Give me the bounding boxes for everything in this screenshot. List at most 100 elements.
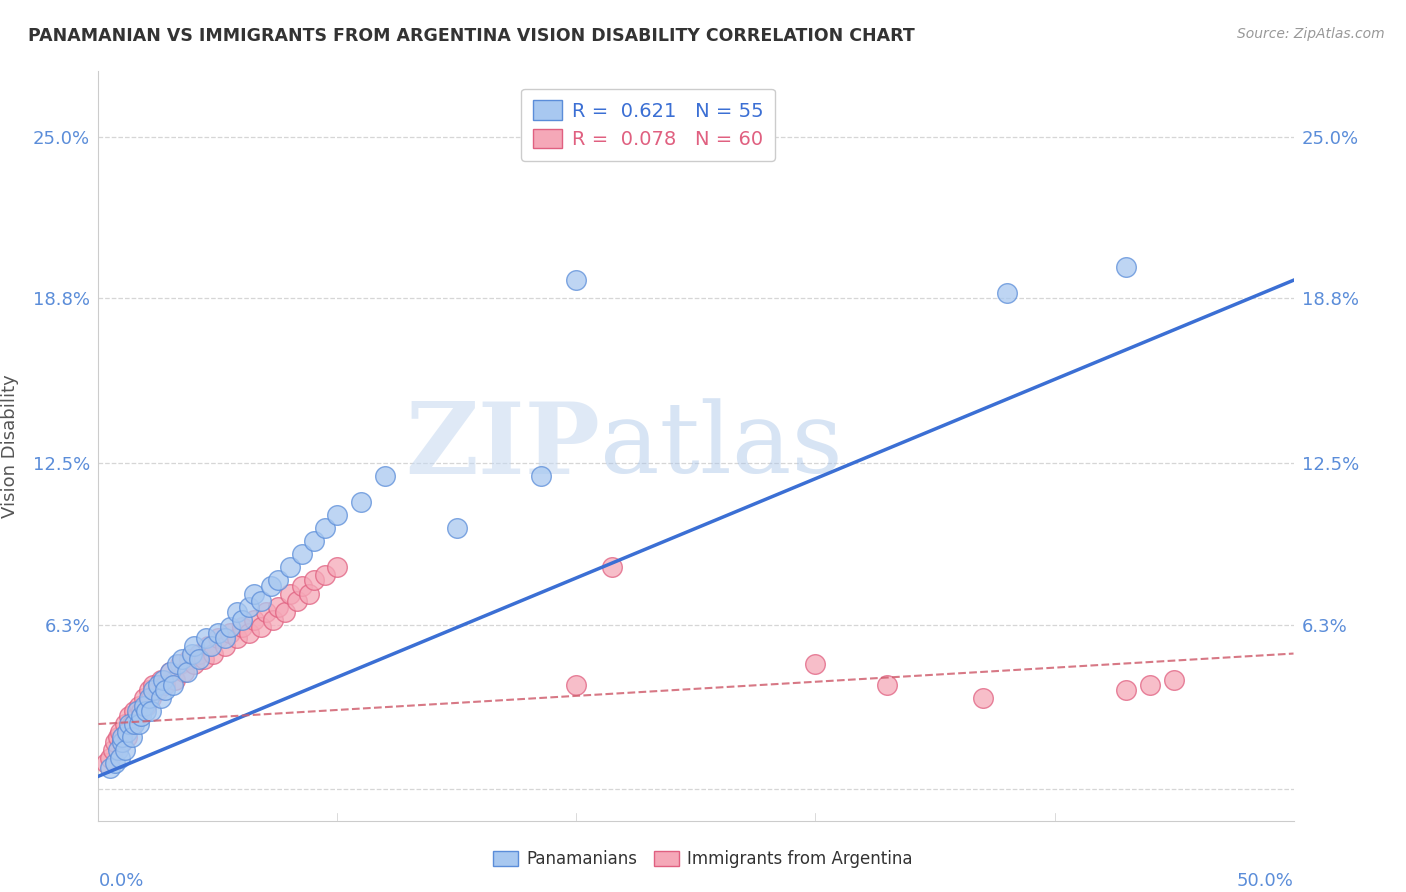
Point: [114, 743, 136, 757]
Point: [804, 657, 827, 671]
Point: [326, 508, 349, 523]
Point: [166, 657, 188, 671]
Point: [315, 521, 337, 535]
Point: [115, 730, 138, 744]
Text: 50.0%: 50.0%: [1237, 871, 1294, 890]
Point: [197, 639, 219, 653]
Point: [132, 698, 155, 713]
Point: [254, 605, 277, 619]
Text: 0.0%: 0.0%: [98, 871, 143, 890]
Point: [326, 560, 349, 574]
Point: [138, 690, 160, 705]
Point: [159, 665, 181, 679]
Point: [132, 690, 155, 705]
Point: [124, 704, 146, 718]
Point: [98, 751, 122, 765]
Point: [226, 605, 249, 619]
Point: [121, 730, 143, 744]
Point: [350, 495, 373, 509]
Point: [149, 673, 172, 687]
Point: [193, 652, 215, 666]
Point: [107, 743, 129, 757]
Point: [374, 469, 396, 483]
Point: [104, 735, 127, 749]
Point: [250, 620, 273, 634]
Point: [302, 574, 325, 588]
Point: [169, 657, 191, 671]
Point: [214, 631, 236, 645]
Point: [207, 625, 229, 640]
Point: [111, 735, 134, 749]
Point: [278, 586, 301, 600]
Point: [995, 286, 1018, 301]
Point: [238, 625, 260, 640]
Text: PANAMANIAN VS IMMIGRANTS FROM ARGENTINA VISION DISABILITY CORRELATION CHART: PANAMANIAN VS IMMIGRANTS FROM ARGENTINA …: [28, 27, 915, 45]
Point: [446, 521, 468, 535]
Point: [111, 730, 134, 744]
Point: [207, 631, 229, 645]
Point: [278, 560, 301, 574]
Point: [138, 683, 160, 698]
Point: [155, 683, 177, 698]
Point: [1115, 260, 1137, 275]
Point: [139, 690, 162, 705]
Point: [298, 586, 321, 600]
Point: [104, 756, 127, 771]
Point: [530, 469, 553, 483]
Point: [94, 756, 117, 771]
Point: [262, 613, 284, 627]
Point: [274, 605, 297, 619]
Point: [128, 717, 150, 731]
Point: [152, 673, 174, 687]
Point: [98, 761, 122, 775]
Point: [226, 631, 249, 645]
Point: [183, 639, 205, 653]
Point: [155, 678, 177, 692]
Point: [135, 704, 157, 718]
Point: [231, 620, 253, 634]
Point: [108, 751, 131, 765]
Point: [176, 665, 198, 679]
Point: [107, 730, 129, 744]
Point: [187, 652, 209, 666]
Point: [148, 683, 170, 698]
Point: [183, 657, 205, 671]
Point: [243, 586, 266, 600]
Point: [139, 704, 162, 718]
Point: [285, 594, 308, 608]
Point: [267, 599, 290, 614]
Point: [131, 704, 153, 718]
Point: [149, 690, 172, 705]
Point: [291, 547, 314, 561]
Point: [1115, 683, 1137, 698]
Point: [124, 717, 146, 731]
Point: [231, 613, 253, 627]
Point: [148, 678, 170, 692]
Point: [128, 698, 150, 713]
Point: [187, 647, 209, 661]
Point: [259, 579, 281, 593]
Point: [115, 724, 138, 739]
Legend: R =  0.621   N = 55, R =  0.078   N = 60: R = 0.621 N = 55, R = 0.078 N = 60: [522, 88, 775, 161]
Point: [200, 639, 222, 653]
Text: ZIP: ZIP: [405, 398, 600, 494]
Point: [291, 579, 314, 593]
Point: [135, 698, 157, 713]
Point: [972, 690, 994, 705]
Point: [142, 678, 165, 692]
Point: [565, 273, 588, 287]
Point: [101, 743, 124, 757]
Point: [108, 724, 131, 739]
Point: [267, 574, 290, 588]
Point: [565, 678, 588, 692]
Point: [142, 683, 165, 698]
Point: [118, 717, 141, 731]
Point: [1163, 673, 1185, 687]
Point: [162, 678, 184, 692]
Point: [1139, 678, 1161, 692]
Text: Source: ZipAtlas.com: Source: ZipAtlas.com: [1237, 27, 1385, 41]
Point: [876, 678, 898, 692]
Point: [315, 568, 337, 582]
Point: [219, 625, 242, 640]
Point: [179, 652, 201, 666]
